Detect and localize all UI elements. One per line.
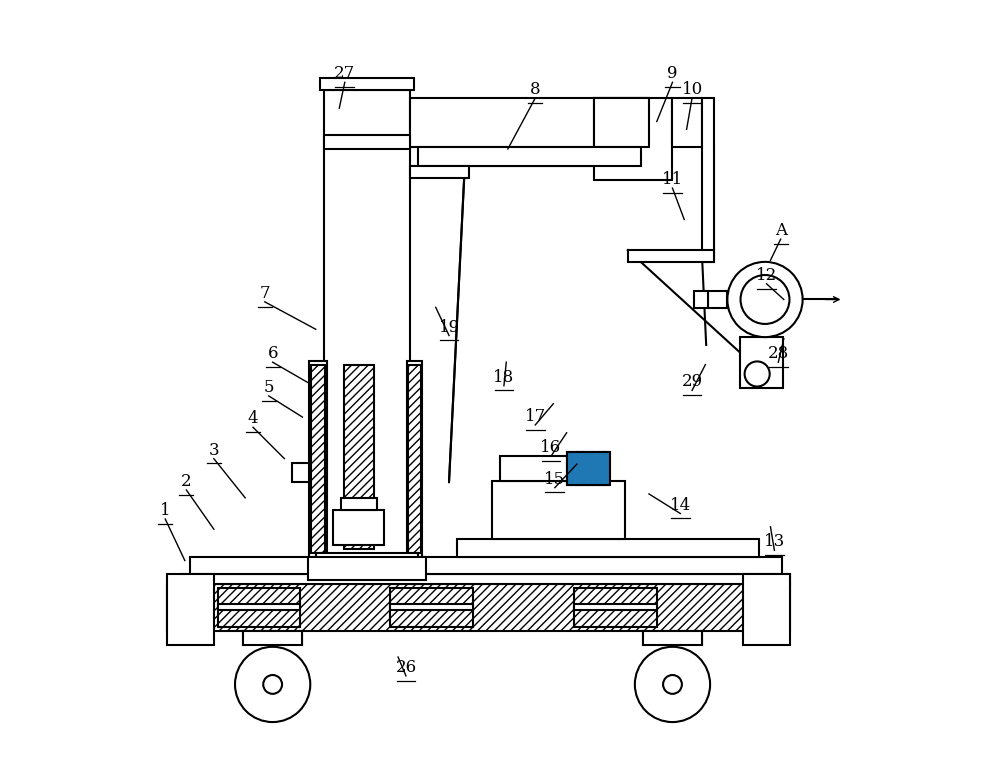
Text: 18: 18 [493, 368, 515, 386]
Bar [567, 452, 610, 485]
Text: 13: 13 [764, 533, 785, 550]
Bar [743, 574, 790, 645]
Circle shape [235, 647, 310, 722]
Bar [333, 510, 384, 545]
Bar [316, 553, 418, 574]
Bar [594, 452, 598, 485]
Text: 6: 6 [267, 345, 278, 362]
Bar [574, 588, 657, 627]
Text: 27: 27 [334, 65, 355, 82]
Bar [500, 456, 571, 481]
Bar [309, 361, 327, 557]
Bar [418, 147, 641, 166]
Bar [190, 557, 782, 574]
Bar [390, 604, 473, 610]
Bar [308, 557, 426, 580]
Text: 2: 2 [181, 473, 192, 490]
Bar [628, 250, 714, 262]
Bar [324, 90, 410, 557]
Bar [740, 337, 783, 388]
Bar [324, 135, 410, 149]
Text: A: A [775, 222, 787, 239]
Text: 3: 3 [209, 441, 219, 459]
Bar [410, 98, 649, 147]
Bar [167, 584, 790, 631]
Bar [408, 365, 421, 553]
Bar [604, 452, 609, 485]
Bar [594, 98, 649, 147]
Bar [167, 574, 214, 645]
Text: 1: 1 [160, 502, 171, 519]
Bar [243, 631, 302, 645]
Text: 15: 15 [544, 470, 565, 488]
Bar [407, 361, 422, 557]
Bar [292, 463, 309, 482]
Bar [694, 291, 708, 308]
Bar [320, 78, 414, 90]
Circle shape [745, 361, 770, 387]
Text: 9: 9 [667, 65, 678, 82]
Bar [572, 452, 577, 485]
Bar [588, 452, 593, 485]
Circle shape [263, 675, 282, 694]
Text: 19: 19 [438, 318, 460, 336]
Circle shape [663, 675, 682, 694]
Text: 17: 17 [525, 408, 546, 425]
Bar [218, 604, 300, 610]
Bar [567, 452, 571, 485]
Bar [708, 291, 727, 308]
Bar [583, 452, 587, 485]
Bar [492, 481, 625, 539]
Bar [457, 539, 759, 557]
Text: 11: 11 [662, 171, 683, 188]
Bar [341, 498, 377, 510]
Text: 7: 7 [259, 285, 270, 302]
Text: 28: 28 [768, 345, 789, 362]
Bar [643, 631, 702, 645]
Text: 4: 4 [248, 410, 258, 427]
Text: 8: 8 [530, 81, 541, 98]
Text: 16: 16 [540, 439, 562, 456]
Text: 26: 26 [395, 659, 416, 676]
Text: 10: 10 [681, 81, 703, 98]
Bar [702, 98, 714, 262]
Bar [672, 98, 702, 147]
Bar [574, 604, 657, 610]
Circle shape [727, 262, 803, 337]
Circle shape [741, 275, 789, 324]
Text: 14: 14 [670, 496, 691, 514]
Text: 5: 5 [263, 379, 274, 396]
Bar [577, 452, 582, 485]
Bar [218, 588, 300, 627]
Bar [182, 574, 790, 584]
Bar [390, 588, 473, 627]
Bar [410, 166, 469, 178]
Bar [594, 98, 672, 180]
Circle shape [635, 647, 710, 722]
Text: 29: 29 [682, 373, 703, 390]
Bar [599, 452, 604, 485]
Bar [311, 365, 325, 553]
Bar [344, 365, 374, 549]
Text: 12: 12 [756, 267, 777, 284]
